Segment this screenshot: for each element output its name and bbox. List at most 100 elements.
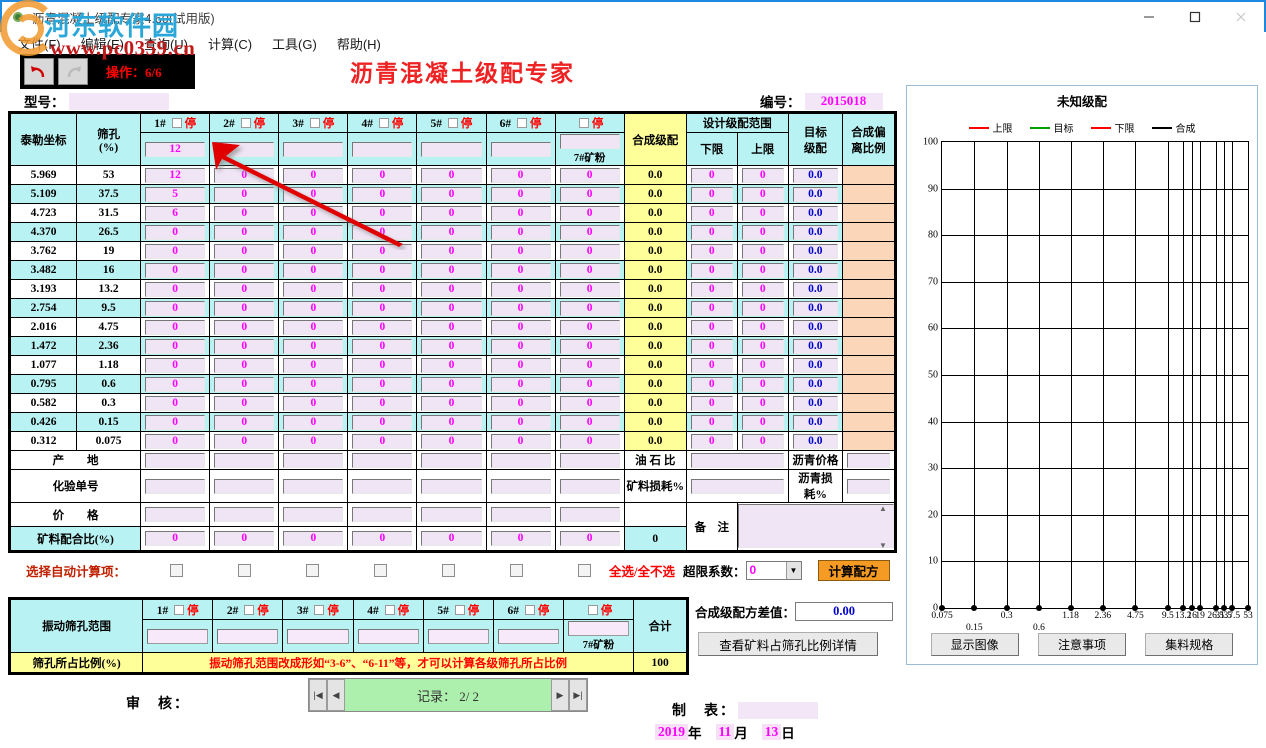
mix-ratio-input-5[interactable]: 0 bbox=[421, 531, 482, 546]
menu-item-query[interactable]: 查询(U) bbox=[143, 36, 188, 52]
target-input[interactable]: 0.0 bbox=[792, 433, 838, 449]
material-6-input[interactable]: 0 bbox=[490, 414, 551, 430]
price-input-7[interactable]: . bbox=[559, 507, 620, 522]
material-5-input[interactable]: 0 bbox=[421, 262, 482, 278]
material-6-input[interactable]: 0 bbox=[490, 357, 551, 373]
target-input[interactable]: 0.0 bbox=[792, 205, 838, 221]
origin-input-4[interactable]: . bbox=[352, 452, 413, 468]
view-detail-button[interactable]: 查看矿料占筛孔比例详情 bbox=[698, 632, 878, 656]
lower-limit-input[interactable]: 0 bbox=[690, 357, 733, 373]
material-7-input[interactable]: 0 bbox=[559, 395, 620, 411]
p2-stop-checkbox-3[interactable] bbox=[314, 604, 325, 615]
material-2-input[interactable]: 0 bbox=[214, 205, 275, 221]
material-1-input[interactable]: 0 bbox=[145, 338, 206, 354]
material-2-input[interactable]: 0 bbox=[214, 300, 275, 316]
material-1-input[interactable]: 0 bbox=[145, 433, 206, 449]
target-input[interactable]: 0.0 bbox=[792, 357, 838, 373]
menu-item-file[interactable]: 文件(F) bbox=[18, 36, 61, 52]
material-2-input[interactable]: 0 bbox=[214, 281, 275, 297]
material-7-input[interactable]: 0 bbox=[559, 205, 620, 221]
p2-range-input-2[interactable] bbox=[217, 628, 279, 644]
material-1-input[interactable]: 0 bbox=[145, 281, 206, 297]
material-1-input[interactable]: 0 bbox=[145, 243, 206, 259]
material-1-input[interactable]: 0 bbox=[145, 300, 206, 316]
undo-icon[interactable] bbox=[24, 58, 54, 85]
material-1-input[interactable]: 0 bbox=[145, 414, 206, 430]
material-1-input[interactable]: 0 bbox=[145, 262, 206, 278]
material-1-top-input[interactable]: 12 bbox=[145, 141, 206, 157]
lower-limit-input[interactable]: 0 bbox=[690, 186, 733, 202]
scroll-down-icon[interactable]: ▼ bbox=[879, 541, 887, 550]
material-6-input[interactable]: 0 bbox=[490, 338, 551, 354]
material-4-input[interactable]: 0 bbox=[352, 186, 413, 202]
p2-stop-checkbox-4[interactable] bbox=[384, 604, 395, 615]
autocalc-checkbox-6[interactable] bbox=[510, 563, 524, 577]
target-input[interactable]: 0.0 bbox=[792, 262, 838, 278]
material-4-top-input[interactable]: . bbox=[352, 141, 413, 157]
material-2-input[interactable]: 0 bbox=[214, 319, 275, 335]
mix-ratio-input-2[interactable]: 0 bbox=[214, 531, 275, 546]
material-4-input[interactable]: 0 bbox=[352, 433, 413, 449]
maximize-button[interactable] bbox=[1172, 1, 1218, 33]
lab-no-input-7[interactable]: . bbox=[559, 478, 620, 494]
upper-limit-input[interactable]: 0 bbox=[741, 281, 784, 297]
upper-limit-input[interactable]: 0 bbox=[741, 319, 784, 335]
origin-input-3[interactable]: . bbox=[283, 452, 344, 468]
lower-limit-input[interactable]: 0 bbox=[690, 167, 733, 183]
chevron-down-icon[interactable]: ▼ bbox=[785, 561, 801, 579]
material-2-input[interactable]: 0 bbox=[214, 167, 275, 183]
material-4-input[interactable]: 0 bbox=[352, 300, 413, 316]
over-coefficient-select[interactable]: 0 ▼ bbox=[745, 560, 802, 580]
material-3-input[interactable]: 0 bbox=[283, 338, 344, 354]
origin-input-5[interactable]: . bbox=[421, 452, 482, 468]
material-6-input[interactable]: 0 bbox=[490, 300, 551, 316]
material-1-input[interactable]: 0 bbox=[145, 319, 206, 335]
material-7-top-input[interactable]: . bbox=[559, 134, 620, 149]
upper-limit-input[interactable]: 0 bbox=[741, 186, 784, 202]
material-2-input[interactable]: 0 bbox=[214, 338, 275, 354]
material-7-input[interactable]: 0 bbox=[559, 338, 620, 354]
material-5-input[interactable]: 0 bbox=[421, 243, 482, 259]
material-3-input[interactable]: 0 bbox=[283, 357, 344, 373]
material-6-input[interactable]: 0 bbox=[490, 319, 551, 335]
lower-limit-input[interactable]: 0 bbox=[690, 395, 733, 411]
remark-input[interactable]: . bbox=[737, 504, 894, 548]
date-day-value[interactable]: 13 bbox=[761, 724, 782, 740]
p2-stop-checkbox-2[interactable] bbox=[244, 604, 255, 615]
menu-item-help[interactable]: 帮助(H) bbox=[336, 36, 381, 52]
material-5-input[interactable]: 0 bbox=[421, 281, 482, 297]
material-6-input[interactable]: 0 bbox=[490, 376, 551, 392]
autocalc-checkbox-2[interactable] bbox=[238, 563, 252, 577]
upper-limit-input[interactable]: 0 bbox=[741, 243, 784, 259]
nav-first-button[interactable]: |◀ bbox=[309, 679, 327, 711]
price-input-6[interactable]: . bbox=[490, 507, 551, 522]
mineral-loss-input[interactable]: . bbox=[690, 478, 784, 494]
material-6-input[interactable]: 0 bbox=[490, 186, 551, 202]
date-year-value[interactable]: 2019 bbox=[655, 724, 688, 740]
material-4-input[interactable]: 0 bbox=[352, 395, 413, 411]
upper-limit-input[interactable]: 0 bbox=[741, 262, 784, 278]
lab-no-input-2[interactable]: . bbox=[214, 478, 275, 494]
material-7-stop-checkbox[interactable] bbox=[578, 118, 589, 128]
upper-limit-input[interactable]: 0 bbox=[741, 205, 784, 221]
material-4-input[interactable]: 0 bbox=[352, 243, 413, 259]
mix-ratio-input-7[interactable]: 0 bbox=[559, 531, 620, 546]
material-1-input[interactable]: 6 bbox=[145, 205, 206, 221]
material-5-input[interactable]: 0 bbox=[421, 205, 482, 221]
material-3-input[interactable]: 0 bbox=[283, 205, 344, 221]
p2-stop-checkbox-7[interactable] bbox=[587, 604, 598, 615]
material-3-input[interactable]: 0 bbox=[283, 281, 344, 297]
material-1-input[interactable]: 0 bbox=[145, 224, 206, 240]
select-all-toggle[interactable]: 全选/全不选 bbox=[609, 564, 675, 579]
material-7-input[interactable]: 0 bbox=[559, 414, 620, 430]
material-7-input[interactable]: 0 bbox=[559, 262, 620, 278]
target-input[interactable]: 0.0 bbox=[792, 414, 838, 430]
material-4-input[interactable]: 0 bbox=[352, 224, 413, 240]
material-6-input[interactable]: 0 bbox=[490, 281, 551, 297]
material-7-input[interactable]: 0 bbox=[559, 243, 620, 259]
material-2-input[interactable]: 0 bbox=[214, 224, 275, 240]
material-5-input[interactable]: 0 bbox=[421, 319, 482, 335]
material-6-input[interactable]: 0 bbox=[490, 224, 551, 240]
date-month-value[interactable]: 11 bbox=[715, 724, 735, 740]
material-3-input[interactable]: 0 bbox=[283, 167, 344, 183]
